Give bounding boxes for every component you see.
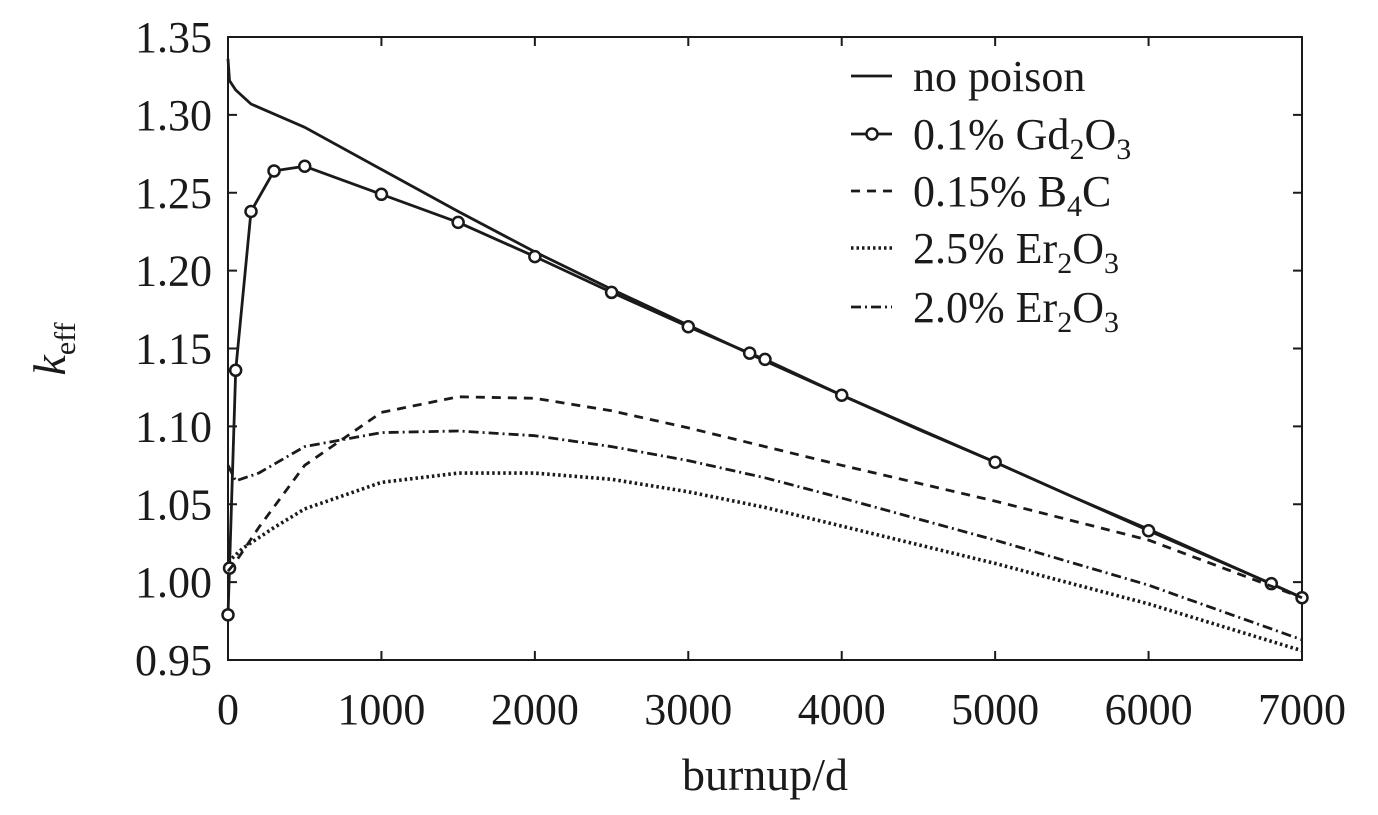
legend-label: 0.15% B4C <box>913 167 1111 223</box>
x-tick-label: 3000 <box>644 685 732 734</box>
legend-item: 0.1% Gd2O3 <box>851 110 1131 166</box>
data-point <box>228 363 243 378</box>
y-tick-label: 1.35 <box>135 13 212 62</box>
x-tick-label: 0 <box>217 685 239 734</box>
series-3 <box>226 471 1303 653</box>
y-tick-label: 1.25 <box>135 169 212 218</box>
x-tick-label: 4000 <box>798 685 886 734</box>
series-line <box>226 429 1303 642</box>
legend-item: 0.15% B4C <box>851 167 1111 223</box>
series-2 <box>226 395 1303 600</box>
data-point <box>528 249 542 264</box>
data-point <box>1141 523 1156 538</box>
legend-label: 2.0% Er2O3 <box>913 283 1119 339</box>
legend-label: 0.1% Gd2O3 <box>913 110 1131 166</box>
data-point <box>297 159 312 174</box>
data-point <box>244 204 258 219</box>
data-point <box>834 388 849 402</box>
x-tick-label: 6000 <box>1105 685 1193 734</box>
x-tick-label: 2000 <box>491 685 579 734</box>
x-axis-label: burnup/d <box>682 749 848 800</box>
legend-item: 2.0% Er2O3 <box>851 283 1119 339</box>
y-tick-label: 1.15 <box>135 325 212 374</box>
y-tick-label: 1.10 <box>135 402 212 451</box>
legend-item: no poison <box>851 52 1085 101</box>
tick-marks <box>227 36 1303 661</box>
series-line <box>226 471 1303 653</box>
data-point <box>988 455 1002 469</box>
tick-labels: 0 1000 2000 3000 4000 5000 6000 7000 0.95 1.00 1.0… <box>135 13 1346 734</box>
data-point <box>681 319 696 334</box>
y-axis-label-sub: eff <box>49 322 82 355</box>
series-layer <box>221 58 1309 653</box>
series-line <box>226 58 1303 599</box>
data-point <box>374 187 389 202</box>
x-tick-label: 1000 <box>337 685 425 734</box>
y-tick-label: 0.95 <box>135 636 212 685</box>
series-1 <box>221 159 1309 622</box>
legend-item: 2.5% Er2O3 <box>851 224 1119 280</box>
series-line <box>226 395 1303 600</box>
data-point <box>742 346 757 360</box>
data-point <box>267 164 281 178</box>
y-axis-label-main: k <box>24 354 75 376</box>
data-point <box>221 608 235 622</box>
legend-label: 2.5% Er2O3 <box>913 224 1119 280</box>
y-tick-label: 1.30 <box>135 91 212 140</box>
legend-marker <box>865 127 879 141</box>
data-point <box>451 215 465 230</box>
series-line <box>226 164 1303 615</box>
y-tick-label: 1.05 <box>135 480 212 529</box>
x-tick-label: 7000 <box>1258 685 1346 734</box>
legend-label: no poison <box>913 52 1085 101</box>
y-axis-label: keff <box>24 322 82 375</box>
x-tick-label: 5000 <box>951 685 1039 734</box>
data-point <box>604 285 619 300</box>
data-point <box>758 352 772 367</box>
series-4 <box>226 429 1303 642</box>
plot-frame <box>227 36 1303 661</box>
y-tick-label: 1.00 <box>135 558 212 607</box>
y-tick-label: 1.20 <box>135 247 212 296</box>
series-0 <box>226 58 1303 599</box>
svg-text:keff: keff <box>24 322 82 375</box>
